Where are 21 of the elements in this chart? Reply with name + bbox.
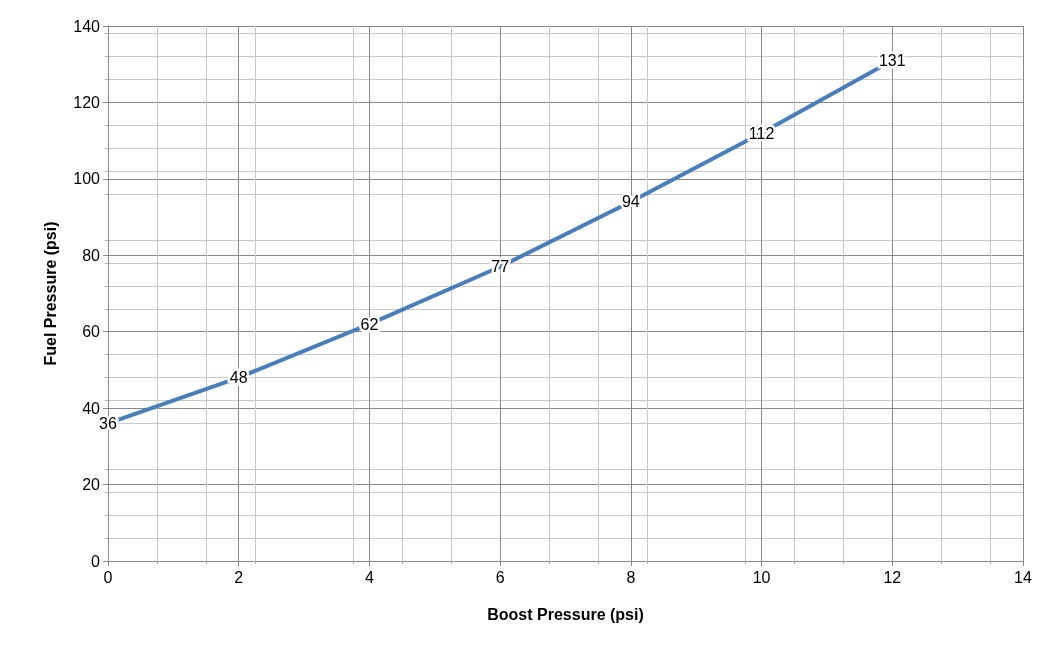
y-tick-label: 120 — [73, 93, 101, 111]
x-axis-title: Boost Pressure (psi) — [487, 605, 644, 623]
x-tick-label: 8 — [626, 568, 636, 586]
y-tick-label: 80 — [82, 246, 101, 264]
y-tick-label: 20 — [82, 476, 101, 494]
x-tick-label: 4 — [364, 568, 374, 586]
y-tick-label: 0 — [91, 552, 101, 570]
x-tick-label: 14 — [1014, 568, 1032, 586]
data-label: 131 — [878, 51, 906, 69]
x-tick-label: 6 — [495, 568, 505, 586]
y-tick-label: 60 — [82, 323, 101, 341]
x-tick-label: 0 — [103, 568, 113, 586]
y-tick-label: 100 — [73, 170, 101, 188]
data-label: 36 — [99, 414, 117, 432]
x-tick-label: 12 — [883, 568, 902, 586]
y-axis-title: Fuel Pressure (psi) — [41, 221, 59, 366]
data-label: 62 — [360, 315, 379, 333]
y-tick-label: 40 — [82, 399, 101, 417]
x-tick-label: 10 — [752, 568, 771, 586]
x-tick-label: 2 — [234, 568, 244, 586]
y-tick-label: 140 — [73, 17, 101, 35]
